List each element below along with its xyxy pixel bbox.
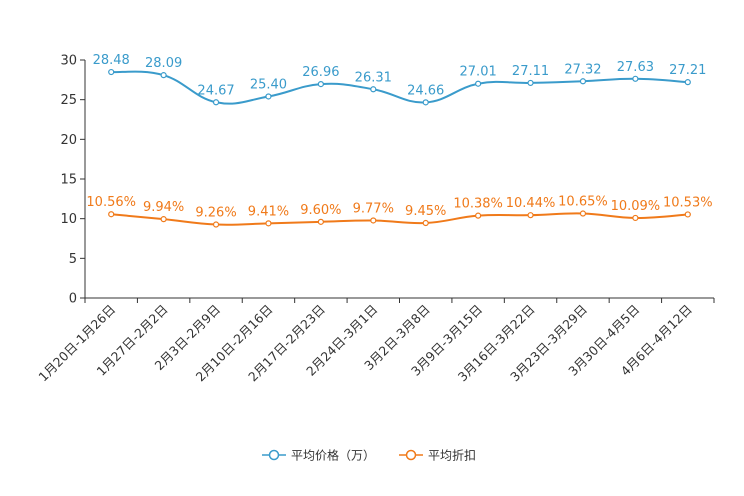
series-1-data-label: 9.26% (195, 206, 236, 221)
series-1-data-label: 9.94% (143, 200, 184, 215)
series-0-point[interactable] (370, 86, 377, 93)
series-1-data-label: 10.53% (663, 195, 713, 210)
series-1-point[interactable] (632, 214, 639, 222)
series-0-point[interactable] (527, 79, 534, 87)
series-0-point[interactable] (265, 93, 272, 100)
series-1-point[interactable] (160, 216, 167, 223)
y-tick-label: 10 (60, 212, 77, 227)
series-0-data-label: 27.21 (669, 63, 706, 78)
legend-label: 平均折扣 (428, 448, 476, 463)
y-tick-label: 20 (60, 133, 77, 148)
y-tick-label: 5 (69, 252, 77, 267)
series-line-1 (111, 212, 688, 226)
series-0-data-label: 27.63 (617, 60, 654, 75)
series-0-point[interactable] (684, 79, 691, 86)
legend-label: 平均价格（万） (291, 448, 375, 463)
series-0-data-label: 28.48 (93, 53, 130, 68)
series-0-point[interactable] (579, 78, 587, 85)
series-0-data-label: 27.11 (512, 64, 549, 79)
series-1-data-label: 9.41% (248, 204, 289, 219)
y-tick-label: 0 (69, 292, 77, 307)
series-0-point[interactable] (108, 68, 115, 76)
series-0-data-label: 26.31 (355, 70, 392, 85)
series-0-data-label: 27.32 (564, 62, 601, 77)
legend-marker-icon (268, 449, 280, 461)
y-tick-label: 25 (60, 93, 77, 108)
series-line-0 (111, 70, 688, 105)
series-1-data-label: 10.09% (611, 199, 661, 214)
data-labels: 28.48 28.09 24.67 25.40 26.96 26.31 24.66 27.01… (86, 53, 712, 220)
series-0-point[interactable] (317, 81, 324, 88)
series-1-data-label: 9.45% (405, 204, 446, 219)
series-0-point[interactable] (160, 72, 167, 79)
series-1-data-label: 10.38% (453, 197, 503, 212)
legend-item-1[interactable]: 平均折扣 (399, 448, 476, 463)
series-1-point[interactable] (579, 210, 587, 217)
series-1-point[interactable] (265, 220, 272, 227)
series-layer (108, 68, 691, 228)
series-0-point[interactable] (212, 99, 220, 106)
series-0-point[interactable] (475, 80, 482, 87)
y-tick-label: 15 (60, 173, 77, 188)
series-0-data-label: 24.67 (197, 83, 234, 98)
series-1-point[interactable] (527, 212, 534, 219)
series-0-data-label: 26.96 (302, 65, 339, 80)
series-1-data-label: 9.77% (353, 201, 394, 216)
series-1-data-label: 9.60% (300, 203, 341, 218)
series-1-point[interactable] (422, 219, 429, 227)
series-1-data-label: 10.65% (558, 195, 608, 210)
series-1-data-label: 10.56% (86, 195, 136, 210)
series-1-data-label: 10.44% (506, 196, 556, 211)
series-0-data-label: 25.40 (250, 77, 287, 92)
series-1-point[interactable] (317, 218, 324, 225)
series-1-point[interactable] (212, 221, 220, 228)
series-1-point[interactable] (370, 217, 377, 224)
series-1-point[interactable] (475, 212, 482, 219)
series-1-point[interactable] (684, 211, 691, 218)
series-0-data-label: 28.09 (145, 56, 182, 71)
series-0-data-label: 24.66 (407, 83, 444, 98)
legend-item-0[interactable]: 平均价格（万） (262, 448, 375, 463)
series-0-data-label: 27.01 (460, 65, 497, 80)
y-tick-label: 30 (60, 54, 77, 69)
series-1-point[interactable] (108, 211, 115, 218)
series-0-point[interactable] (422, 99, 429, 106)
legend-marker-icon (405, 449, 417, 461)
legend[interactable]: 平均价格（万） 平均折扣 (262, 448, 476, 463)
series-0-point[interactable] (632, 75, 639, 82)
